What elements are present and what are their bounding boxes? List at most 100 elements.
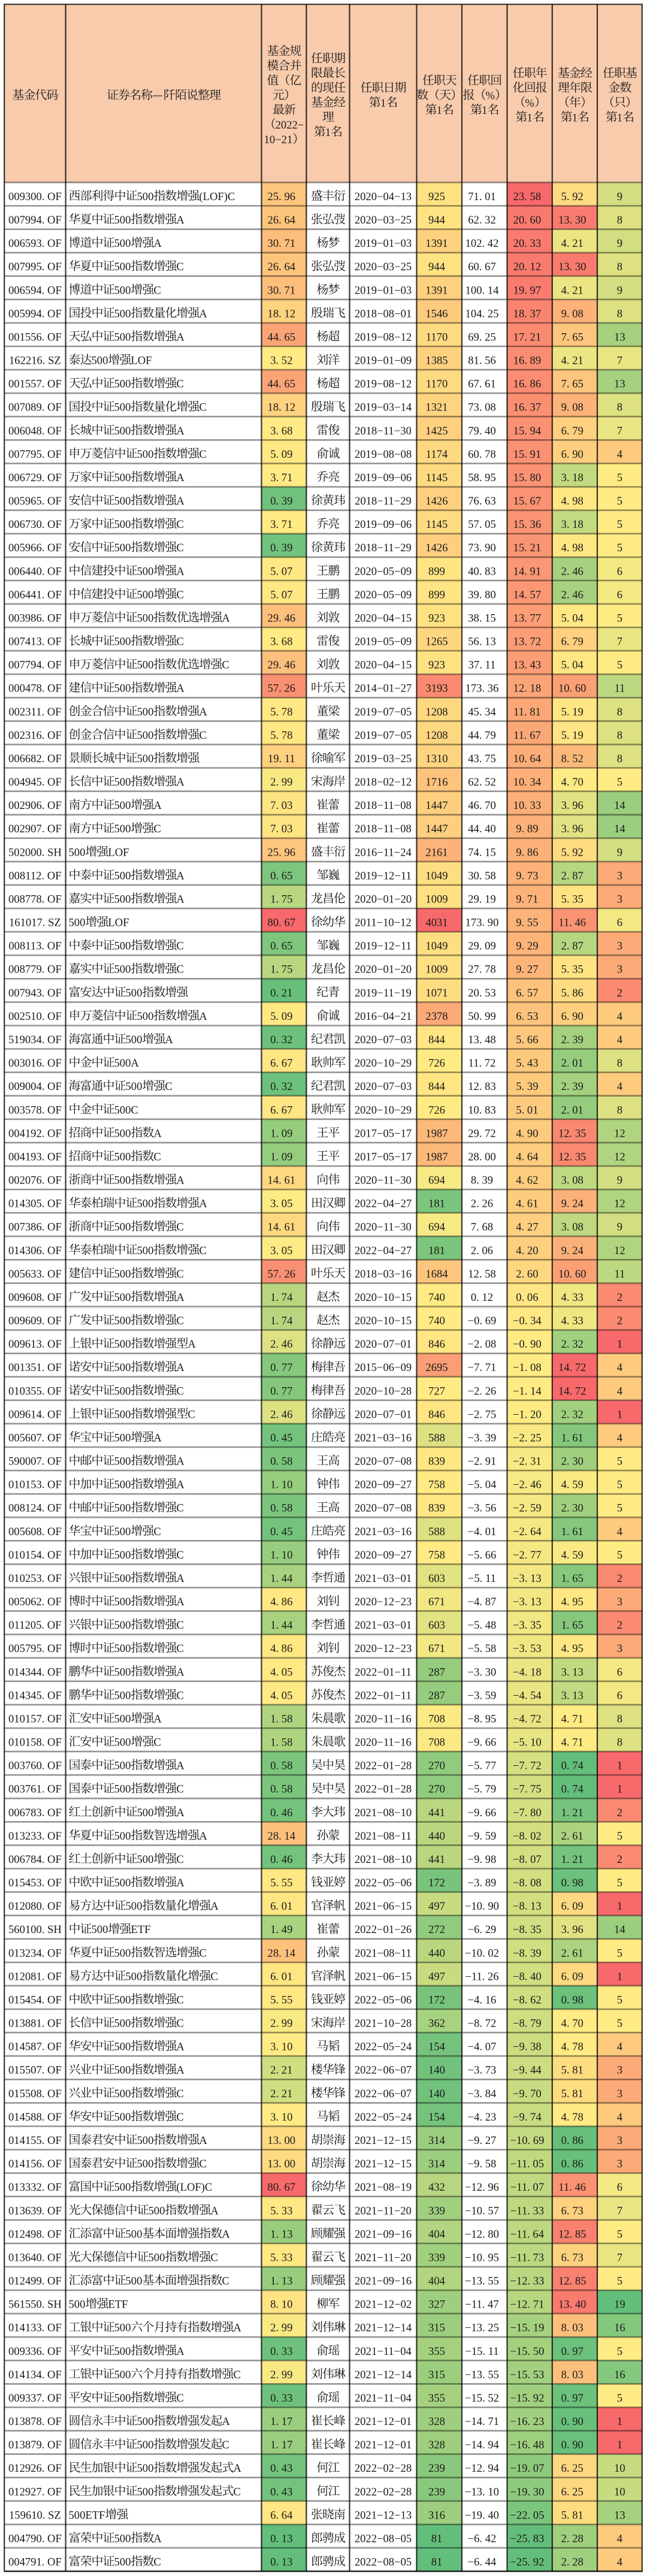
svg-text:6: 6 (617, 588, 622, 601)
svg-text:008778. OF: 008778. OF (8, 893, 62, 906)
svg-text:2. 26: 2. 26 (471, 1198, 493, 1210)
svg-text:012498. OF: 012498. OF (8, 2228, 62, 2240)
svg-text:A: A (176, 776, 185, 789)
svg-text:2020−03−25: 2020−03−25 (355, 261, 412, 273)
svg-text:4. 59: 4. 59 (561, 1549, 583, 1562)
svg-text:0. 43: 0. 43 (270, 2486, 292, 2498)
svg-text:844: 844 (428, 1080, 445, 1093)
svg-text:4: 4 (617, 1034, 622, 1046)
svg-text:C: C (176, 2392, 183, 2405)
svg-text:5. 07: 5. 07 (270, 588, 292, 601)
svg-text:006048. OF: 006048. OF (8, 425, 62, 437)
svg-text:C: C (176, 2111, 183, 2124)
svg-text:−1. 14: −1. 14 (513, 1385, 542, 1397)
svg-text:29. 19: 29. 19 (468, 893, 495, 906)
svg-text:7: 7 (617, 425, 622, 437)
svg-text:500: 500 (114, 799, 131, 812)
svg-text:1: 1 (437, 104, 442, 117)
svg-text:13. 48: 13. 48 (468, 1034, 495, 1046)
svg-text:−12. 94: −12. 94 (465, 2462, 499, 2475)
svg-text:9. 71: 9. 71 (516, 893, 538, 906)
svg-text:−8. 35: −8. 35 (513, 1923, 542, 1936)
svg-text:1321: 1321 (425, 401, 448, 414)
svg-text:10. 60: 10. 60 (558, 1268, 586, 1281)
svg-text:013332. OF: 013332. OF (8, 2181, 62, 2194)
svg-text:C: C (199, 1947, 206, 1959)
svg-text:014588. OF: 014588. OF (8, 2111, 62, 2124)
svg-text:6: 6 (617, 565, 622, 578)
svg-text:008113. OF: 008113. OF (8, 940, 61, 953)
svg-text:2019−05−09: 2019−05−09 (355, 636, 412, 648)
svg-text:12. 58: 12. 58 (468, 1268, 495, 1281)
svg-text:4. 86: 4. 86 (270, 1642, 292, 1655)
svg-text:172: 172 (428, 1877, 445, 1889)
svg-text:38. 15: 38. 15 (468, 612, 495, 625)
svg-text:39. 80: 39. 80 (468, 588, 495, 601)
svg-text:1. 13: 1. 13 (270, 2275, 292, 2288)
svg-text:62. 32: 62. 32 (468, 214, 495, 227)
svg-text:5: 5 (617, 1455, 622, 1468)
svg-text:−5. 79: −5. 79 (468, 1783, 497, 1796)
svg-text:10. 34: 10. 34 (513, 776, 541, 789)
svg-text:500: 500 (126, 987, 143, 999)
svg-text:1145: 1145 (426, 472, 448, 484)
svg-text:500: 500 (92, 355, 108, 367)
svg-text:002311. OF: 002311. OF (8, 706, 61, 718)
svg-text:2. 30: 2. 30 (561, 1455, 583, 1468)
svg-text:6. 79: 6. 79 (561, 636, 583, 648)
svg-text:A: A (176, 425, 185, 437)
svg-text:14: 14 (614, 799, 625, 812)
svg-text:5. 78: 5. 78 (270, 706, 292, 718)
svg-text:0. 33: 0. 33 (270, 2345, 292, 2358)
svg-text:009336. OF: 009336. OF (8, 2345, 62, 2358)
svg-text:2022−: 2022− (276, 119, 304, 132)
svg-text:500: 500 (69, 917, 86, 929)
svg-text:2020−05−09: 2020−05−09 (355, 565, 412, 578)
svg-text:2021−08−10: 2021−08−10 (355, 1807, 412, 1819)
svg-text:4: 4 (617, 2111, 622, 2124)
svg-text:159610. SZ: 159610. SZ (9, 2509, 61, 2521)
svg-text:6. 64: 6. 64 (270, 2509, 292, 2521)
svg-text:004790. OF: 004790. OF (8, 2532, 62, 2545)
svg-text:005965. OF: 005965. OF (8, 495, 62, 508)
svg-text:500: 500 (114, 2018, 131, 2030)
svg-text:A: A (176, 1666, 185, 1678)
svg-text:81: 81 (431, 2556, 443, 2569)
svg-text:5. 07: 5. 07 (270, 565, 292, 578)
svg-text:003016. OF: 003016. OF (8, 1057, 62, 1070)
svg-text:500: 500 (114, 1947, 131, 1959)
svg-text:2020−07−08: 2020−07−08 (355, 1455, 412, 1468)
svg-text:2022−02−28: 2022−02−28 (355, 2462, 412, 2475)
svg-text:006729. OF: 006729. OF (8, 472, 62, 484)
svg-text:2021−10−28: 2021−10−28 (355, 2018, 412, 2030)
svg-text:4. 98: 4. 98 (561, 542, 583, 554)
svg-text:0. 33: 0. 33 (270, 2392, 292, 2405)
svg-text:1: 1 (617, 1783, 622, 1796)
svg-text:2014−01−27: 2014−01−27 (355, 682, 412, 695)
svg-text:500: 500 (114, 237, 131, 250)
svg-text:−15. 50: −15. 50 (510, 2345, 544, 2358)
svg-text:2021−08−11: 2021−08−11 (355, 1947, 412, 1959)
svg-text:6: 6 (617, 1689, 622, 1702)
svg-text:−4. 54: −4. 54 (513, 1689, 542, 1702)
svg-text:6. 73: 6. 73 (561, 2204, 583, 2217)
svg-text:50. 99: 50. 99 (468, 1010, 495, 1023)
svg-text:500: 500 (137, 565, 154, 578)
svg-text:002076. OF: 002076. OF (8, 1174, 62, 1187)
svg-text:2. 28: 2. 28 (561, 2556, 583, 2569)
svg-text:404: 404 (428, 2228, 445, 2240)
svg-text:14. 61: 14. 61 (268, 1174, 295, 1187)
svg-text:2020−09−27: 2020−09−27 (355, 1549, 412, 1562)
svg-text:2017−05−17: 2017−05−17 (355, 1150, 412, 1163)
svg-text:694: 694 (428, 1221, 445, 1234)
svg-text:287: 287 (428, 1689, 445, 1702)
svg-text:−8. 95: −8. 95 (468, 1713, 497, 1726)
svg-text:2. 01: 2. 01 (561, 1104, 583, 1116)
svg-text:500: 500 (137, 706, 154, 718)
svg-text:0. 58: 0. 58 (270, 1455, 292, 1468)
svg-text:2: 2 (617, 1572, 622, 1585)
svg-text:671: 671 (428, 1596, 445, 1608)
svg-text:−4. 07: −4. 07 (468, 2041, 497, 2053)
svg-text:14: 14 (614, 1923, 625, 1936)
svg-text:C: C (176, 2088, 183, 2100)
